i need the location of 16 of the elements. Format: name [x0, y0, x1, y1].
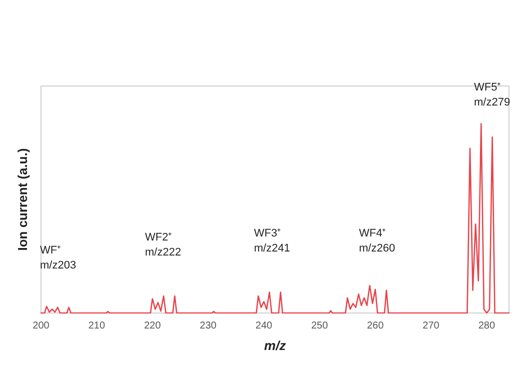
- annotation: WF4⁺ m/z260: [359, 228, 396, 254]
- y-axis-title: Ion current (a.u.): [15, 148, 30, 251]
- x-tick-label: 280: [478, 320, 496, 332]
- x-tick-label: 210: [88, 320, 106, 332]
- x-tick-label: 250: [311, 320, 328, 332]
- annotation: WF⁺ m/z203: [40, 244, 76, 272]
- x-tick-label: 270: [422, 320, 440, 332]
- x-axis-title: m/z: [264, 338, 286, 353]
- x-tick-label: 260: [366, 320, 384, 332]
- annotation: WF3⁺ m/z241: [254, 228, 290, 254]
- x-tick-label: 220: [144, 320, 162, 332]
- x-tick-label: 230: [200, 320, 217, 332]
- text: WF5⁺ m/z279: [474, 82, 510, 108]
- x-tick-label: 200: [32, 320, 50, 332]
- annotation: WF2⁺ m/z222: [145, 232, 182, 258]
- x-tick-label: 240: [256, 320, 273, 332]
